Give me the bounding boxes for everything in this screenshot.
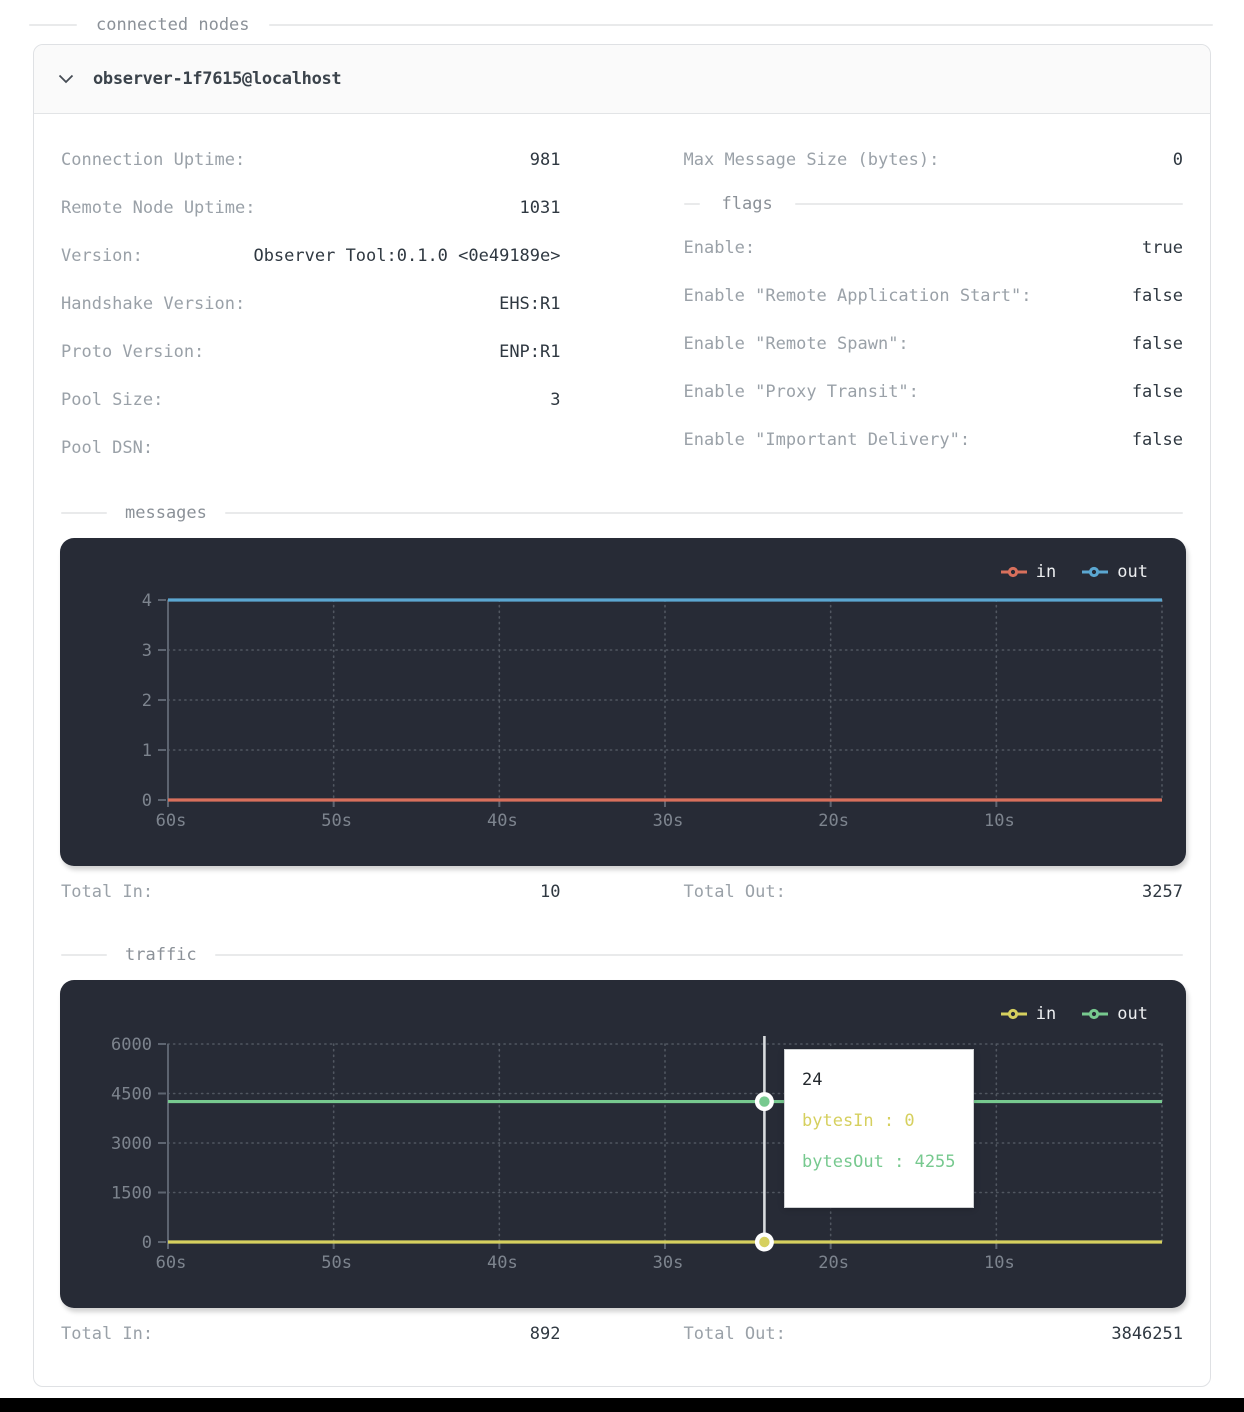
messages-totals: Total In: 10 Total Out: 3257	[34, 870, 1210, 914]
svg-text:6000: 6000	[111, 1035, 152, 1055]
traffic-legend-item-in[interactable]: in	[1000, 1004, 1057, 1024]
svg-text:30s: 30s	[653, 1253, 684, 1273]
connected-nodes-legend: connected nodes	[0, 0, 1244, 35]
legend-series-marker-icon	[1000, 566, 1027, 578]
svg-text:50s: 50s	[321, 1253, 352, 1273]
traffic-section-title: traffic	[125, 945, 197, 965]
svg-text:20s: 20s	[818, 1253, 849, 1273]
legend-line	[683, 203, 700, 205]
stat-remote-node-uptime: Remote Node Uptime: 1031	[61, 198, 561, 218]
svg-text:30s: 30s	[653, 811, 684, 831]
svg-text:0: 0	[142, 1233, 152, 1253]
legend-line	[29, 24, 77, 26]
messages-legend-item-in[interactable]: in	[1000, 562, 1057, 582]
legend-line	[61, 512, 107, 514]
stats-left-column: Connection Uptime: 981 Remote Node Uptim…	[61, 136, 561, 472]
svg-text:3000: 3000	[111, 1134, 152, 1154]
legend-series-marker-icon	[1082, 1008, 1109, 1020]
chevron-down-icon[interactable]	[58, 74, 74, 84]
stat-version: Version: Observer Tool:0.1.0 <0e49189e>	[61, 246, 561, 266]
node-card-header[interactable]: observer-1f7615@localhost	[34, 45, 1210, 114]
svg-text:40s: 40s	[487, 1253, 518, 1273]
stat-handshake-version: Handshake Version: EHS:R1	[61, 294, 561, 314]
flag-enable: Enable: true	[683, 238, 1184, 258]
svg-text:4: 4	[142, 591, 152, 611]
traffic-section-legend: traffic	[61, 942, 1183, 968]
stat-pool-dsn: Pool DSN:	[61, 438, 154, 458]
legend-line	[214, 954, 1183, 956]
legend-line	[224, 512, 1183, 514]
connected-nodes-title: connected nodes	[96, 15, 250, 35]
svg-text:1500: 1500	[111, 1184, 152, 1204]
node-card: observer-1f7615@localhost Connection Upt…	[33, 44, 1211, 1387]
svg-text:4500: 4500	[111, 1085, 152, 1105]
messages-chart-canvas[interactable]: 0 1 2 3 4 60s 50s 40s 30s 20s 10s	[60, 538, 1186, 866]
flag-important-delivery: Enable "Important Delivery": false	[683, 430, 1184, 450]
legend-line	[268, 24, 1213, 26]
traffic-total-out: Total Out: 3846251	[683, 1324, 1184, 1344]
flag-remote-spawn: Enable "Remote Spawn": false	[683, 334, 1184, 354]
messages-chart[interactable]: in out 0 1 2 3 4 60s 50s 40s 30s 20s 10s	[60, 538, 1186, 866]
footer-bar	[0, 1398, 1244, 1412]
svg-text:1: 1	[142, 741, 152, 761]
traffic-chart-legend: in out	[1000, 1004, 1148, 1024]
svg-text:50s: 50s	[321, 811, 352, 831]
tooltip-bytes-in: bytesIn : 0	[802, 1111, 915, 1131]
legend-series-label: in	[1035, 562, 1057, 582]
svg-text:3: 3	[142, 641, 152, 661]
tooltip-x-value: 24	[802, 1070, 823, 1090]
stat-proto-version: Proto Version: ENP:R1	[61, 342, 561, 362]
messages-total-in: Total In: 10	[61, 882, 561, 902]
traffic-total-in: Total In: 892	[61, 1324, 561, 1344]
stat-max-message-size: Max Message Size (bytes): 0	[683, 150, 1184, 170]
legend-series-label: out	[1117, 1004, 1148, 1024]
flags-legend: flags	[683, 184, 1183, 224]
stats-right-column: Max Message Size (bytes): 0 flags Enable…	[683, 136, 1184, 472]
legend-line	[61, 954, 107, 956]
node-stats: Connection Uptime: 981 Remote Node Uptim…	[34, 114, 1210, 472]
node-title: observer-1f7615@localhost	[93, 69, 342, 89]
messages-section-legend: messages	[61, 500, 1183, 526]
svg-text:2: 2	[142, 691, 152, 711]
flag-proxy-transit: Enable "Proxy Transit": false	[683, 382, 1184, 402]
legend-series-label: out	[1117, 562, 1148, 582]
svg-text:60s: 60s	[156, 811, 187, 831]
traffic-totals: Total In: 892 Total Out: 3846251	[34, 1312, 1210, 1356]
flags-title: flags	[721, 194, 773, 214]
messages-chart-legend: in out	[1000, 562, 1148, 582]
chart-tooltip: 24 bytesIn : 0 bytesOut : 4255	[784, 1049, 974, 1208]
stat-connection-uptime: Connection Uptime: 981	[61, 150, 561, 170]
tooltip-bytes-out: bytesOut : 4255	[802, 1152, 956, 1172]
svg-text:0: 0	[142, 791, 152, 811]
svg-text:10s: 10s	[984, 811, 1015, 831]
traffic-chart-canvas[interactable]: 0 1500 3000 4500 6000 60s 50s 40s 30s 20s 10s	[60, 980, 1186, 1308]
legend-series-label: in	[1035, 1004, 1057, 1024]
flag-remote-application-start: Enable "Remote Application Start": false	[683, 286, 1184, 306]
legend-line	[794, 203, 1183, 205]
legend-series-marker-icon	[1082, 566, 1109, 578]
messages-section-title: messages	[125, 503, 207, 523]
traffic-chart[interactable]: in out 0 1500 3000 4500 6000 60s 50s 40s 30s 20s 10…	[60, 980, 1186, 1308]
messages-legend-item-out[interactable]: out	[1082, 562, 1148, 582]
legend-series-marker-icon	[1000, 1008, 1027, 1020]
messages-total-out: Total Out: 3257	[683, 882, 1184, 902]
svg-text:60s: 60s	[156, 1253, 187, 1273]
svg-text:20s: 20s	[818, 811, 849, 831]
traffic-legend-item-out[interactable]: out	[1082, 1004, 1148, 1024]
svg-text:10s: 10s	[984, 1253, 1015, 1273]
svg-text:40s: 40s	[487, 811, 518, 831]
stat-pool-size: Pool Size: 3	[61, 390, 561, 410]
